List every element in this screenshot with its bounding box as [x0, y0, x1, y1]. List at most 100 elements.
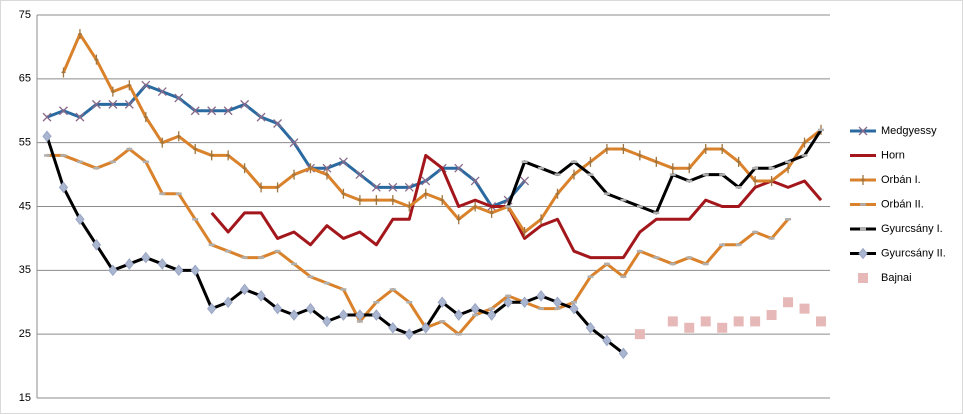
marker: [91, 238, 102, 251]
marker: [404, 328, 414, 340]
marker: [157, 87, 167, 97]
marker: [753, 175, 758, 186]
marker: [338, 157, 348, 167]
marker: [355, 170, 365, 180]
y-tick-label: 35: [19, 264, 31, 276]
marker: [256, 112, 266, 122]
marker: [143, 112, 148, 123]
marker: [322, 315, 332, 328]
series-line: [210, 153, 823, 260]
marker: [190, 106, 200, 116]
series-line: [46, 83, 526, 208]
marker: [272, 302, 283, 315]
marker: [59, 106, 68, 116]
marker: [667, 316, 678, 327]
marker: [371, 309, 382, 321]
marker: [858, 273, 868, 283]
marker: [292, 169, 297, 180]
marker: [273, 119, 283, 128]
marker: [750, 316, 761, 327]
marker: [654, 156, 659, 167]
marker: [289, 309, 299, 321]
marker: [736, 156, 741, 167]
marker: [176, 131, 181, 142]
marker: [766, 310, 777, 321]
marker: [858, 247, 868, 260]
marker: [473, 201, 478, 212]
series-line: [47, 147, 790, 336]
marker: [440, 195, 445, 206]
y-tick-label: 65: [19, 73, 31, 85]
marker: [454, 309, 464, 321]
marker: [539, 214, 544, 225]
marker: [190, 264, 200, 277]
marker: [816, 316, 826, 327]
marker: [193, 144, 198, 155]
marker: [720, 144, 725, 155]
marker: [61, 67, 66, 78]
marker: [110, 86, 115, 97]
marker: [256, 290, 266, 302]
legend-label: Orbán II.: [881, 198, 924, 210]
y-tick-label: 25: [19, 328, 31, 340]
marker: [108, 264, 118, 277]
marker: [259, 182, 264, 193]
marker: [634, 329, 645, 340]
marker: [324, 169, 329, 180]
marker: [77, 29, 82, 40]
marker: [407, 201, 412, 212]
marker: [456, 214, 461, 225]
legend-label: Gyurcsány II.: [881, 247, 946, 259]
y-tick-label: 75: [19, 9, 31, 21]
marker: [124, 99, 134, 109]
marker: [174, 93, 184, 103]
marker: [486, 309, 497, 321]
marker: [423, 188, 428, 199]
marker: [308, 163, 313, 174]
marker: [520, 176, 530, 186]
marker: [861, 175, 865, 185]
marker: [371, 182, 381, 192]
marker: [223, 106, 233, 116]
marker: [421, 321, 431, 334]
marker: [75, 112, 85, 122]
marker: [585, 321, 596, 334]
marker: [786, 163, 791, 174]
marker: [602, 334, 612, 347]
marker: [388, 182, 398, 192]
marker: [802, 137, 807, 148]
marker: [141, 251, 151, 264]
marker: [571, 169, 576, 180]
marker: [42, 112, 52, 122]
marker: [703, 144, 708, 155]
marker: [94, 54, 99, 65]
marker: [388, 321, 398, 334]
marker: [275, 182, 280, 193]
legend-label: Horn: [881, 149, 905, 161]
marker: [489, 207, 494, 218]
marker: [207, 302, 217, 315]
marker: [421, 176, 431, 186]
marker: [700, 316, 711, 327]
marker: [604, 144, 609, 155]
marker: [621, 144, 626, 155]
marker: [207, 106, 217, 116]
y-tick-label: 55: [19, 137, 31, 149]
marker: [124, 258, 134, 270]
marker: [684, 322, 695, 333]
marker: [239, 283, 250, 296]
marker: [588, 156, 593, 167]
marker: [357, 195, 362, 206]
marker: [670, 163, 675, 174]
marker: [322, 163, 332, 173]
marker: [552, 296, 563, 309]
marker: [717, 322, 728, 333]
marker: [305, 302, 316, 315]
marker: [58, 181, 69, 194]
legend-label: Medgyessy: [881, 125, 937, 137]
legend-label: Bajnai: [881, 272, 912, 284]
marker: [240, 99, 250, 109]
marker: [503, 296, 513, 309]
y-tick-label: 15: [19, 392, 31, 404]
